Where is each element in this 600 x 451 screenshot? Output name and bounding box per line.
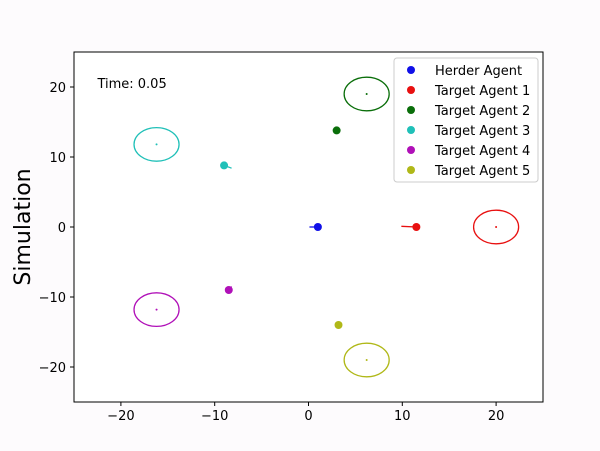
goal-circle (343, 76, 390, 112)
x-tick-label: −20 (107, 409, 134, 424)
agents (220, 126, 421, 329)
x-tick-label: 0 (304, 409, 312, 424)
legend-label: Target Agent 4 (434, 144, 530, 159)
y-tick-label: 10 (49, 151, 66, 166)
y-tick-label: 0 (58, 221, 66, 236)
goal-center (155, 143, 158, 146)
agent-marker (332, 126, 341, 135)
goal-circle (133, 292, 180, 328)
y-tick-label: 20 (49, 81, 66, 96)
legend-marker (407, 66, 415, 74)
goal-circle (472, 209, 520, 245)
goal-center (155, 308, 158, 311)
legend-label: Target Agent 5 (434, 164, 530, 179)
agent-marker (224, 286, 233, 294)
legend-label: Target Agent 2 (434, 104, 530, 119)
legend-marker (407, 146, 415, 154)
agent-marker (220, 161, 229, 170)
x-axis: −20 −10 0 10 20 (107, 402, 504, 424)
legend-marker (407, 106, 415, 114)
goal-regions (133, 76, 520, 378)
goal-center (495, 226, 498, 228)
agent-marker (334, 321, 343, 329)
goal-center (365, 93, 368, 95)
goal-circle (343, 342, 390, 378)
legend-label: Target Agent 1 (434, 84, 530, 99)
x-tick-label: 20 (488, 409, 505, 424)
legend-marker (407, 126, 415, 134)
y-tick-label: −20 (39, 361, 66, 376)
time-annotation: Time: 0.05 (96, 77, 166, 92)
y-tick-label: −10 (39, 291, 66, 306)
x-tick-label: 10 (394, 409, 411, 424)
legend-box (393, 57, 539, 183)
x-tick-label: −10 (201, 409, 228, 424)
legend-label: Herder Agent (435, 64, 522, 79)
agent-marker (412, 223, 421, 231)
agent-marker (313, 223, 322, 231)
legend-marker (407, 166, 415, 174)
goal-circle (133, 126, 180, 162)
legend: Herder Agent Target Agent 1 Target Agent 2… (393, 57, 539, 183)
y-axis: −20 −10 0 10 20 (39, 81, 74, 376)
goal-center (365, 359, 368, 361)
legend-marker (407, 86, 415, 94)
y-axis-label: Simulation (11, 168, 36, 285)
legend-label: Target Agent 3 (434, 124, 530, 139)
